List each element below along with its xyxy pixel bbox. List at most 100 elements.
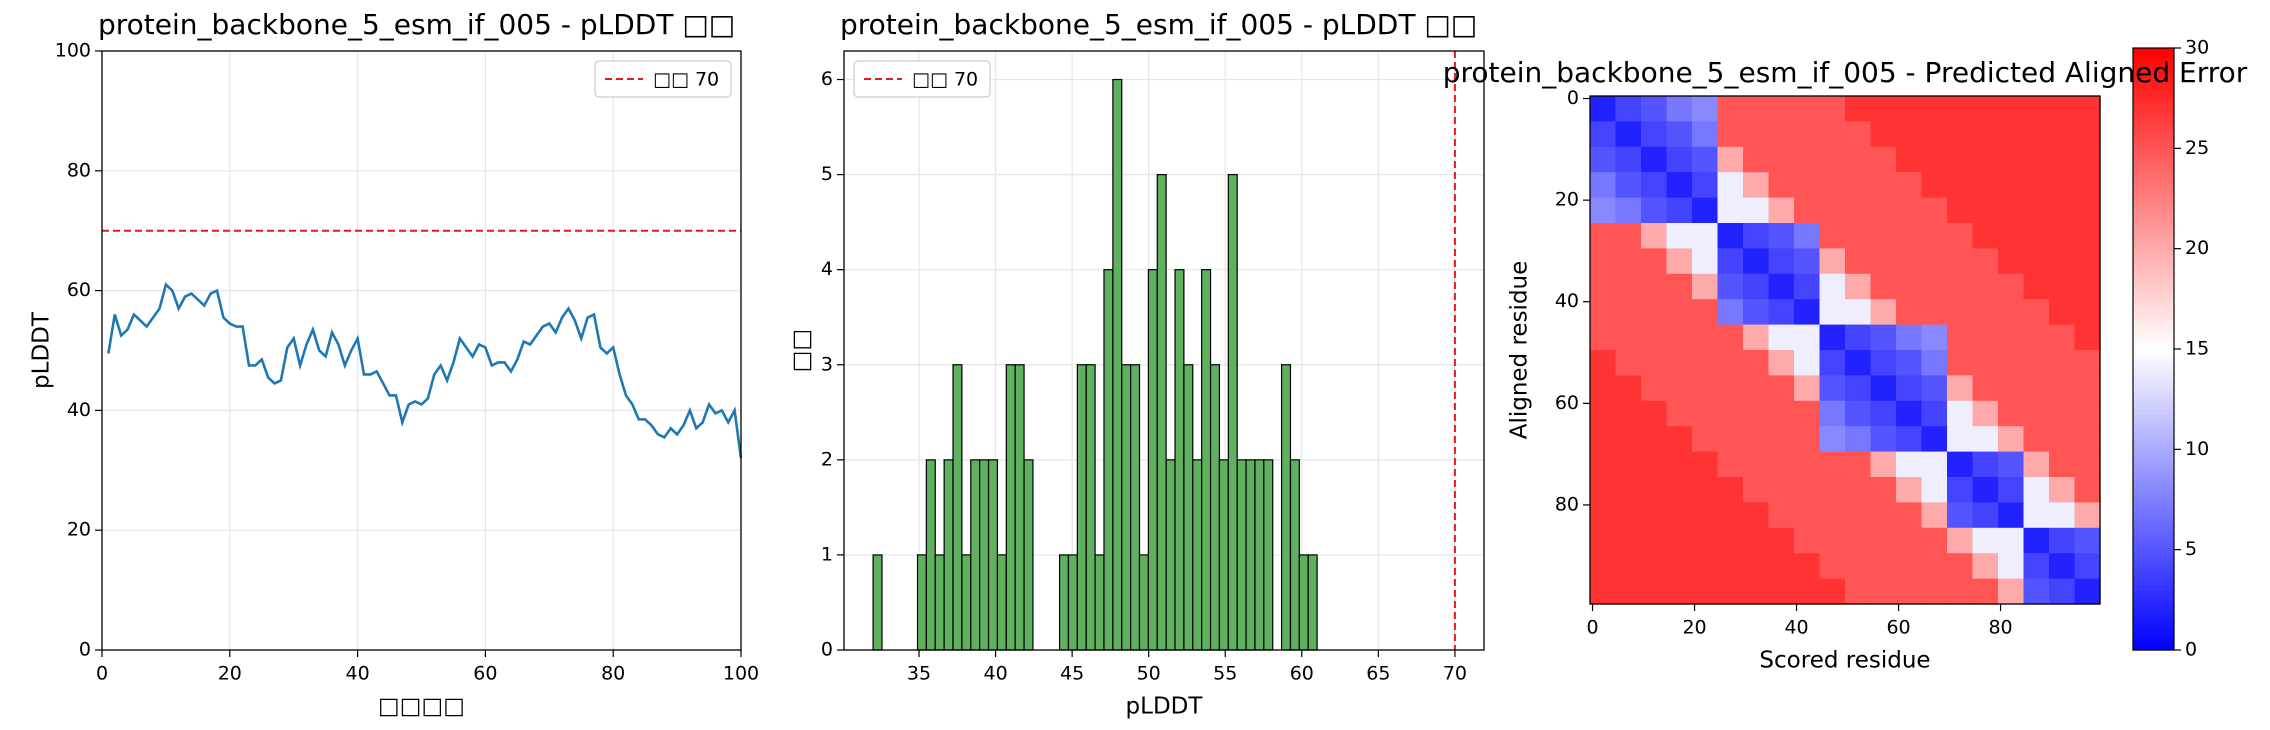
heatmap-cell	[1819, 426, 1846, 453]
heatmap-cell	[1692, 477, 1719, 503]
colorbar-step	[2133, 213, 2174, 220]
heatmap-cell	[1972, 248, 1999, 275]
heatmap-cell	[1947, 553, 1974, 580]
colorbar-step	[2133, 148, 2174, 154]
chart-title: protein_backbone_5_esm_if_005 - pLDDT □□	[98, 8, 735, 41]
heatmap-cell	[1947, 502, 1974, 529]
heatmap-cell	[1692, 121, 1719, 148]
colorbar-step	[2133, 629, 2174, 636]
colorbar-step	[2133, 524, 2174, 531]
colorbar-step	[2133, 439, 2174, 445]
heatmap-cell	[2023, 96, 2050, 122]
heatmap-cell	[2074, 96, 2101, 122]
colorbar-step	[2133, 263, 2174, 270]
heatmap-cell	[1972, 451, 1999, 478]
heatmap-cell	[1896, 553, 1923, 580]
heatmap-cell	[1794, 477, 1821, 503]
heatmap-cell	[1768, 477, 1795, 503]
heatmap-cell	[1921, 375, 1948, 402]
histogram-bar	[970, 459, 981, 651]
heatmap-cell	[1743, 502, 1770, 529]
colorbar-step	[2133, 178, 2174, 185]
y-tick-label: 60	[1555, 392, 1579, 414]
histogram-bar	[1201, 269, 1212, 651]
x-tick-label: 80	[601, 663, 625, 685]
panel: 0 20 40 60 80 0 20 40 60 80 Scored residue Aligned …	[1443, 37, 2248, 674]
heatmap-cell	[1666, 426, 1693, 453]
heatmap-cell	[1972, 273, 1999, 300]
colorbar-step	[2133, 188, 2174, 195]
heatmap-cell	[1717, 146, 1744, 173]
heatmap-cell	[1845, 248, 1872, 275]
heatmap-cell	[1921, 248, 1948, 275]
heatmap-cell	[2023, 248, 2050, 275]
colorbar-step	[2133, 369, 2174, 375]
heatmap-cell	[1794, 248, 1821, 275]
colorbar-step	[2133, 599, 2174, 606]
heatmap-cell	[1590, 426, 1617, 453]
heatmap-cell	[1768, 248, 1795, 275]
colorbar-step	[2133, 293, 2174, 300]
heatmap-cell	[2074, 400, 2101, 427]
heatmap-cell	[1794, 96, 1821, 122]
heatmap-cell	[1845, 223, 1872, 249]
heatmap-cell	[1845, 350, 1872, 376]
heatmap-cell	[1590, 400, 1617, 427]
heatmap-cell	[1768, 324, 1795, 351]
colorbar-step	[2133, 63, 2174, 69]
y-tick-label: 0	[1567, 87, 1579, 109]
heatmap-cell	[2074, 324, 2101, 351]
colorbar-step	[2133, 218, 2174, 225]
x-tick-label: 100	[723, 663, 759, 685]
heatmap-cell	[1896, 324, 1923, 351]
heatmap-cell	[2049, 172, 2076, 199]
heatmap-cell	[2049, 578, 2076, 605]
heatmap-cell	[2023, 350, 2050, 376]
heatmap-cell	[1972, 223, 1999, 249]
colorbar-step	[2133, 98, 2174, 104]
heatmap-cell	[2049, 375, 2076, 402]
heatmap-cell	[1615, 375, 1642, 402]
heatmap-cell	[1666, 197, 1693, 224]
heatmap-cell	[2049, 146, 2076, 173]
heatmap-cell	[1590, 223, 1617, 249]
x-axis-label: Scored residue	[1759, 648, 1930, 674]
axes-frame	[843, 50, 1485, 651]
heatmap-cell	[1768, 527, 1795, 554]
heatmap-cell	[2023, 426, 2050, 453]
heatmap-cell	[2074, 350, 2101, 376]
x-tick-label: 60	[1290, 663, 1314, 685]
heatmap-cell	[1590, 578, 1617, 605]
heatmap-cell	[1819, 96, 1846, 122]
heatmap-cell	[1845, 451, 1872, 478]
heatmap-cell	[2023, 400, 2050, 427]
heatmap-cell	[1590, 273, 1617, 300]
heatmap-cell	[1615, 451, 1642, 478]
heatmap-cell	[2074, 273, 2101, 300]
heatmap-cell	[1666, 400, 1693, 427]
heatmap-cell	[1972, 426, 1999, 453]
heatmap-cell	[1998, 527, 2025, 554]
heatmap-cell	[1666, 121, 1693, 148]
heatmap-cell	[1845, 273, 1872, 300]
colorbar-step	[2133, 88, 2174, 94]
colorbar-step	[2133, 238, 2174, 245]
heatmap-cell	[1590, 299, 1617, 326]
y-tick-label: 0	[821, 639, 833, 661]
heatmap-cell	[1947, 121, 1974, 148]
heatmap-cell	[1896, 223, 1923, 249]
colorbar-step	[2133, 549, 2174, 556]
colorbar-step	[2133, 193, 2174, 200]
heatmap-cell	[1666, 223, 1693, 249]
heatmap-cell	[1794, 299, 1821, 326]
heatmap-cell	[1717, 248, 1744, 275]
heatmap-cell	[1666, 553, 1693, 580]
heatmap-cell	[1743, 197, 1770, 224]
colorbar-step	[2133, 108, 2174, 114]
heatmap-cell	[1896, 248, 1923, 275]
heatmap-cell	[2074, 426, 2101, 453]
heatmap-cell	[1692, 324, 1719, 351]
colorbar-step	[2133, 529, 2174, 536]
heatmap-cell	[1921, 324, 1948, 351]
heatmap-cell	[1870, 375, 1897, 402]
